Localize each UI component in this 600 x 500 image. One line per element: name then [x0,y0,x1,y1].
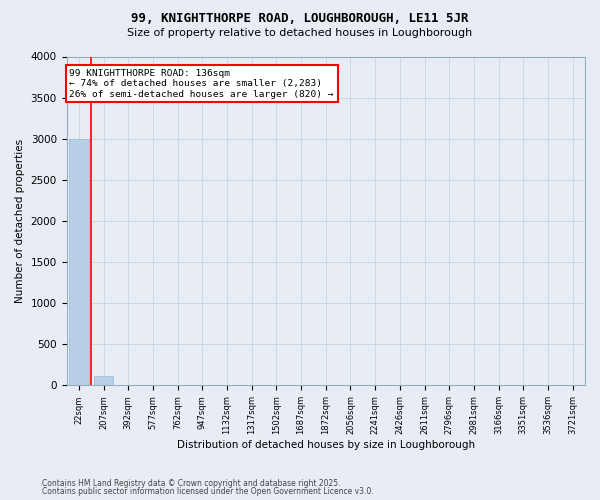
Text: Contains HM Land Registry data © Crown copyright and database right 2025.: Contains HM Land Registry data © Crown c… [42,478,341,488]
Text: Contains public sector information licensed under the Open Government Licence v3: Contains public sector information licen… [42,487,374,496]
Text: Size of property relative to detached houses in Loughborough: Size of property relative to detached ho… [127,28,473,38]
Text: 99, KNIGHTTHORPE ROAD, LOUGHBOROUGH, LE11 5JR: 99, KNIGHTTHORPE ROAD, LOUGHBOROUGH, LE1… [131,12,469,26]
Y-axis label: Number of detached properties: Number of detached properties [15,139,25,303]
X-axis label: Distribution of detached houses by size in Loughborough: Distribution of detached houses by size … [177,440,475,450]
Bar [94,376,113,386]
Text: 99 KNIGHTTHORPE ROAD: 136sqm
← 74% of detached houses are smaller (2,283)
26% of: 99 KNIGHTTHORPE ROAD: 136sqm ← 74% of de… [70,69,334,98]
Bar [69,138,89,386]
